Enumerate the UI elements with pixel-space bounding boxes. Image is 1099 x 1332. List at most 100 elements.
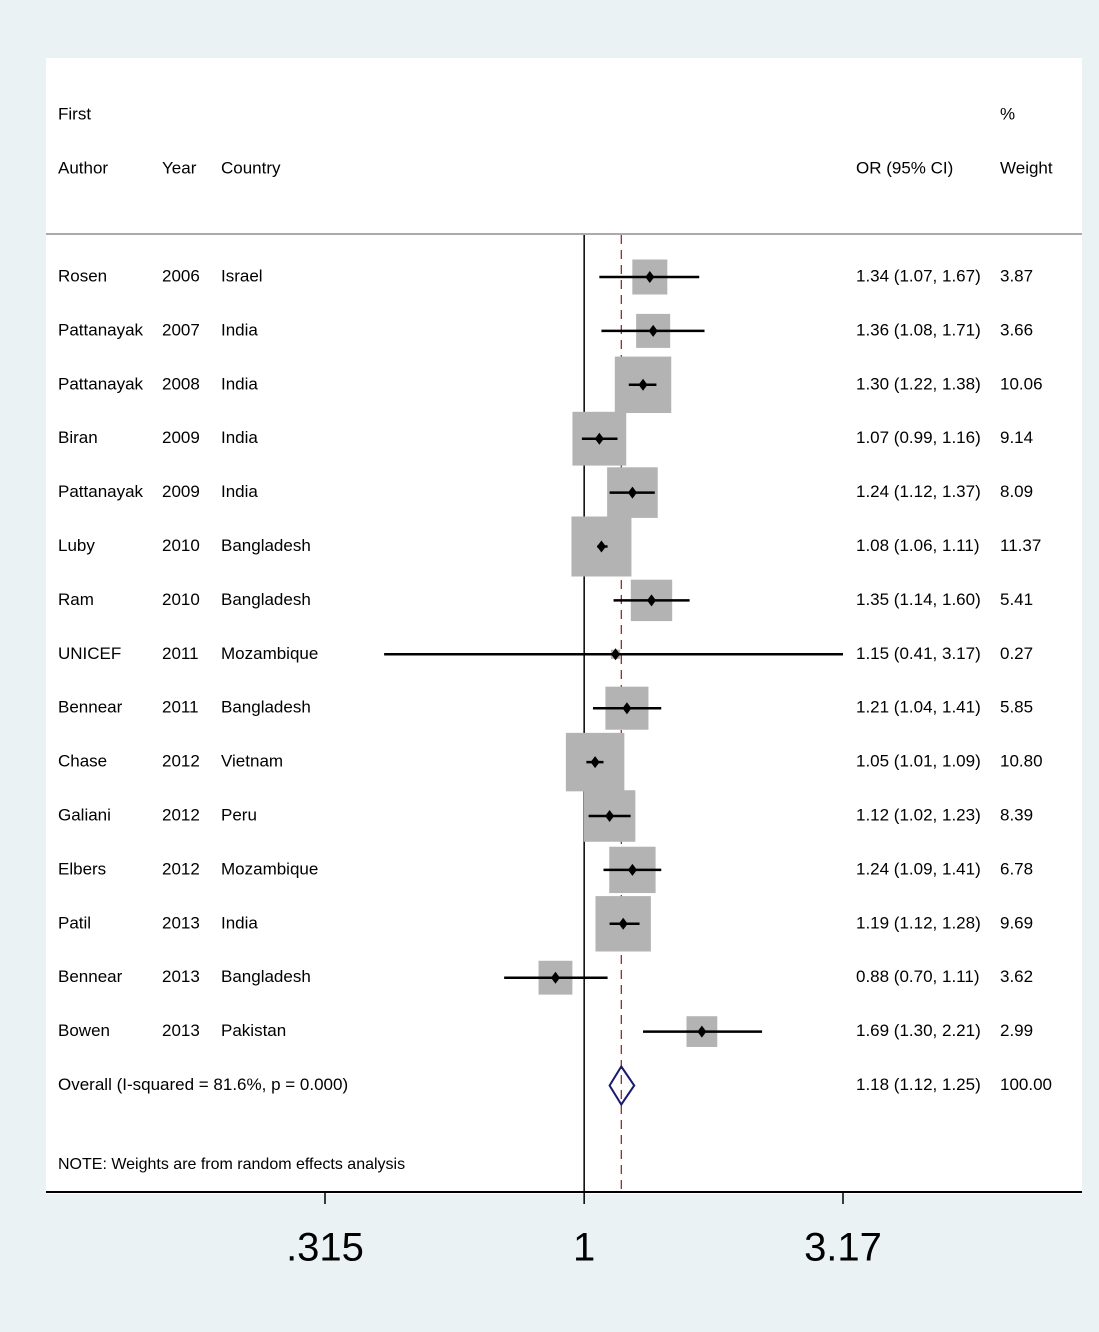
study-author: Pattanayak xyxy=(58,374,144,393)
study-year: 2008 xyxy=(162,374,200,393)
study-country: Pakistan xyxy=(221,1021,286,1040)
point-estimate-marker xyxy=(622,702,632,715)
point-estimate-marker xyxy=(645,271,655,283)
study-year: 2012 xyxy=(162,805,200,824)
study-country: India xyxy=(221,428,258,447)
study-author: Bennear xyxy=(58,967,123,986)
study-year: 2013 xyxy=(162,967,200,986)
study-year: 2006 xyxy=(162,266,200,285)
study-ci-text: 1.19 (1.12, 1.28) xyxy=(856,913,981,932)
study-country: Bangladesh xyxy=(221,698,311,717)
header-author: Author xyxy=(58,158,108,177)
study-year: 2010 xyxy=(162,590,200,609)
point-estimate-marker xyxy=(638,378,648,391)
study-year: 2013 xyxy=(162,1021,200,1040)
study-author: Biran xyxy=(58,428,98,447)
study-weight-text: 3.87 xyxy=(1000,266,1033,285)
overall-label: Overall (I-squared = 81.6%, p = 0.000) xyxy=(58,1075,348,1094)
header-weight: Weight xyxy=(1000,158,1053,177)
study-ci-text: 1.12 (1.02, 1.23) xyxy=(856,805,981,824)
study-year: 2011 xyxy=(162,698,199,717)
study-author: Ram xyxy=(58,590,94,609)
point-estimate-marker xyxy=(648,324,658,337)
study-weight-text: 9.14 xyxy=(1000,428,1033,447)
study-country: Mozambique xyxy=(221,859,318,878)
weights-note: NOTE: Weights are from random effects an… xyxy=(58,1156,405,1173)
study-author: Bennear xyxy=(58,698,123,717)
study-country: India xyxy=(221,482,258,501)
study-country: India xyxy=(221,374,258,393)
study-ci-text: 1.15 (0.41, 3.17) xyxy=(856,644,981,663)
study-weight-text: 3.66 xyxy=(1000,320,1033,339)
point-estimate-marker xyxy=(618,917,628,930)
study-ci-text: 1.05 (1.01, 1.09) xyxy=(856,752,981,771)
point-estimate-marker xyxy=(594,432,604,445)
study-author: Galiani xyxy=(58,805,111,824)
study-country: Mozambique xyxy=(221,644,318,663)
study-ci-text: 1.34 (1.07, 1.67) xyxy=(856,266,981,285)
x-tick-label: .315 xyxy=(286,1226,364,1270)
overall-diamond xyxy=(608,1064,636,1107)
study-author: Luby xyxy=(58,536,95,555)
study-year: 2009 xyxy=(162,428,200,447)
study-country: Peru xyxy=(221,805,257,824)
study-weight-text: 2.99 xyxy=(1000,1021,1033,1040)
study-ci-text: 1.24 (1.12, 1.37) xyxy=(856,482,981,501)
study-author: Pattanayak xyxy=(58,320,144,339)
x-tick-label: 3.17 xyxy=(804,1226,882,1270)
study-weight-text: 3.62 xyxy=(1000,967,1033,986)
header-effect: OR (95% CI) xyxy=(856,158,953,177)
study-weight-text: 8.39 xyxy=(1000,805,1033,824)
study-author: Pattanayak xyxy=(58,482,144,501)
study-ci-text: 1.69 (1.30, 2.21) xyxy=(856,1021,981,1040)
plot-area xyxy=(46,58,1082,1194)
point-estimate-marker xyxy=(590,756,600,769)
study-author: Rosen xyxy=(58,266,107,285)
point-estimate-marker xyxy=(605,810,615,822)
header-country: Country xyxy=(221,158,281,177)
study-year: 2013 xyxy=(162,913,200,932)
study-ci-text: 1.07 (0.99, 1.16) xyxy=(856,428,981,447)
study-author: Chase xyxy=(58,752,107,771)
study-author: Bowen xyxy=(58,1021,110,1040)
study-country: Bangladesh xyxy=(221,967,311,986)
point-estimate-marker xyxy=(627,863,637,876)
x-tick-label: 1 xyxy=(573,1226,595,1270)
study-country: Israel xyxy=(221,266,263,285)
study-country: India xyxy=(221,320,258,339)
overall-weight-text: 100.00 xyxy=(1000,1075,1052,1094)
study-year: 2012 xyxy=(162,859,200,878)
point-estimate-marker xyxy=(646,594,656,607)
study-ci-text: 1.35 (1.14, 1.60) xyxy=(856,590,981,609)
study-ci-text: 1.24 (1.09, 1.41) xyxy=(856,859,981,878)
study-ci-text: 0.88 (0.70, 1.11) xyxy=(856,967,980,986)
study-year: 2012 xyxy=(162,752,200,771)
study-weight-text: 5.41 xyxy=(1000,590,1033,609)
header-year: Year xyxy=(162,158,197,177)
study-author: UNICEF xyxy=(58,644,121,663)
study-country: Bangladesh xyxy=(221,590,311,609)
study-year: 2009 xyxy=(162,482,200,501)
study-weight-text: 6.78 xyxy=(1000,859,1033,878)
study-country: Bangladesh xyxy=(221,536,311,555)
study-country: India xyxy=(221,913,258,932)
point-estimate-marker xyxy=(627,486,637,499)
study-author: Patil xyxy=(58,913,91,932)
point-estimate-marker xyxy=(611,648,621,661)
study-ci-text: 1.08 (1.06, 1.11) xyxy=(856,536,980,555)
study-year: 2010 xyxy=(162,536,200,555)
study-weight-text: 10.80 xyxy=(1000,752,1043,771)
point-estimate-marker xyxy=(697,1025,707,1038)
study-weight-text: 10.06 xyxy=(1000,374,1043,393)
study-year: 2011 xyxy=(162,644,199,663)
header-first: First xyxy=(58,104,91,123)
study-ci-text: 1.36 (1.08, 1.71) xyxy=(856,320,981,339)
point-estimate-marker xyxy=(596,540,606,553)
study-weight-text: 5.85 xyxy=(1000,698,1033,717)
study-weight-text: 8.09 xyxy=(1000,482,1033,501)
study-weight-text: 9.69 xyxy=(1000,913,1033,932)
study-year: 2007 xyxy=(162,320,200,339)
study-ci-text: 1.30 (1.22, 1.38) xyxy=(856,374,981,393)
